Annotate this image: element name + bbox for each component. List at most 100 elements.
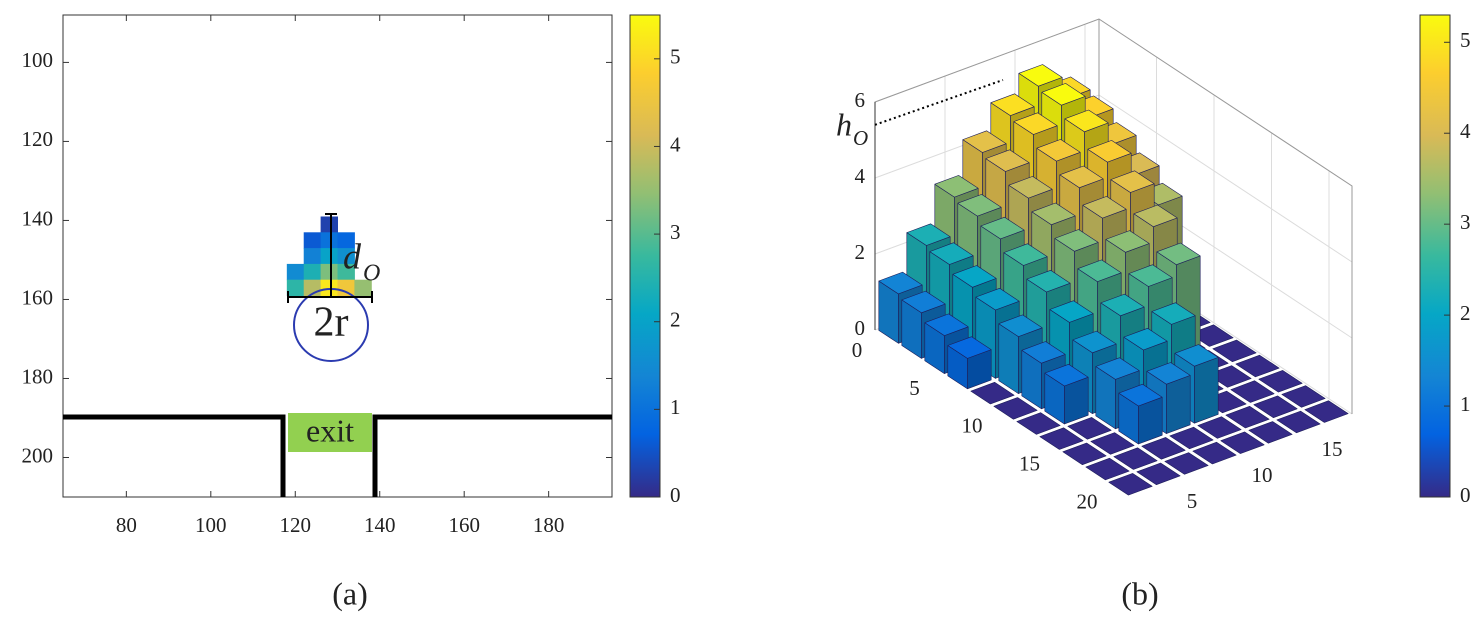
heatmap-cell [337,248,355,265]
bar [1044,363,1089,425]
y-tick-label: 200 [22,443,54,467]
annotation: h [836,106,852,142]
bar [1118,383,1163,445]
annotation: d [343,236,362,276]
colorbar-tick-label: 0 [670,483,681,507]
bar-top [1212,339,1257,363]
bar-top [962,130,1007,153]
caption: (b) [1121,575,1158,611]
bar-top [1087,140,1132,163]
bar-top [1207,365,1252,388]
heatmap-cell [286,279,305,297]
bar-top [990,93,1035,116]
bar-top [952,265,997,288]
bar [1304,400,1349,423]
bar-top [970,381,1015,405]
bar [1276,410,1321,434]
heatmap-cell [337,263,355,281]
bar-top [1021,341,1066,364]
bar-top [1136,462,1181,486]
annotation: 2r [314,300,349,346]
bar-top [957,194,1002,217]
bar-top [1304,400,1349,423]
exit-box [288,413,372,452]
heatmap-cell [320,279,338,297]
bar [1253,395,1298,419]
bar-top [1248,421,1293,444]
bar-top [1169,426,1214,450]
bar-top [1225,405,1270,429]
bar [1090,432,1135,455]
bar-top [998,314,1043,337]
bar-top [1156,242,1201,266]
exit-label: exit [306,412,354,448]
bar-top [1013,112,1058,135]
bar [1164,452,1209,475]
caption: (a) [332,575,368,611]
height-guide [874,79,1004,126]
bar [1169,426,1214,450]
bar [1085,457,1130,481]
x-tick-label: 20 [1077,490,1098,514]
bar-top [1085,457,1130,481]
z-tick-label: 2 [855,240,866,264]
bar-top [1003,243,1048,266]
heatmap-cell [337,279,355,297]
bar-top [1113,447,1158,470]
bar-top [1072,330,1117,354]
bar-top [980,216,1025,240]
y-tick-label: 140 [22,206,54,230]
panel-a: 80 100 120 140 160 180100120140160180200exitd… [22,14,681,537]
bar [1197,416,1242,439]
panel-b: 0 2 4 6 5 10 15 0 5 10 15 20 h O 0 1 2 3 4 5 [836,14,1471,514]
x-tick-label: 5 [909,376,920,400]
y-tick-label: 10 [1252,463,1273,487]
bar [1192,441,1237,465]
heatmap-cell [303,232,322,249]
bar-top [993,397,1038,420]
bar-top [1123,327,1168,351]
x-tick-label: 100 [195,513,227,537]
colorbar-tick-label: 4 [1460,119,1471,143]
annotation: O [853,126,868,150]
colorbar-tick-label: 3 [1460,210,1471,234]
annotation: O [363,261,380,287]
bar-top [906,223,951,246]
bar-top [1128,264,1173,287]
heatmap-cell [354,279,372,297]
bar [1225,405,1270,429]
x-tick-label: 80 [116,513,137,537]
bar-top [1059,165,1104,188]
bar [1230,380,1275,403]
bar [1220,431,1265,454]
colorbar-tick-label: 4 [670,132,681,156]
heatmap-cell [320,263,338,281]
bar-top [1018,64,1063,87]
bar-top [1276,410,1321,434]
bar-top [1062,442,1107,466]
bar-top [1258,370,1303,393]
bar-top [1192,441,1237,465]
x-tick-label: 160 [448,513,480,537]
bar-top [1230,380,1275,403]
bar-top [1164,452,1209,475]
bar [1189,324,1234,347]
bar-top [1067,417,1112,440]
axes-frame [62,14,613,498]
bar [1136,462,1181,486]
bar-top [1054,229,1099,252]
bar-top [1141,437,1186,460]
bar-top [1174,344,1219,367]
bar [1039,427,1084,450]
bar-top [985,149,1030,172]
x-tick-label: 10 [962,414,983,438]
heatmap-cell [320,216,338,233]
bar-top [1064,109,1109,133]
y-tick-label: 100 [22,48,54,72]
bar-top [1197,416,1242,439]
bar-top [947,336,992,359]
wall [63,414,286,497]
colorbar-tick-label: 5 [1460,28,1471,52]
bar-top [1189,324,1234,347]
bar-face [1194,357,1219,424]
